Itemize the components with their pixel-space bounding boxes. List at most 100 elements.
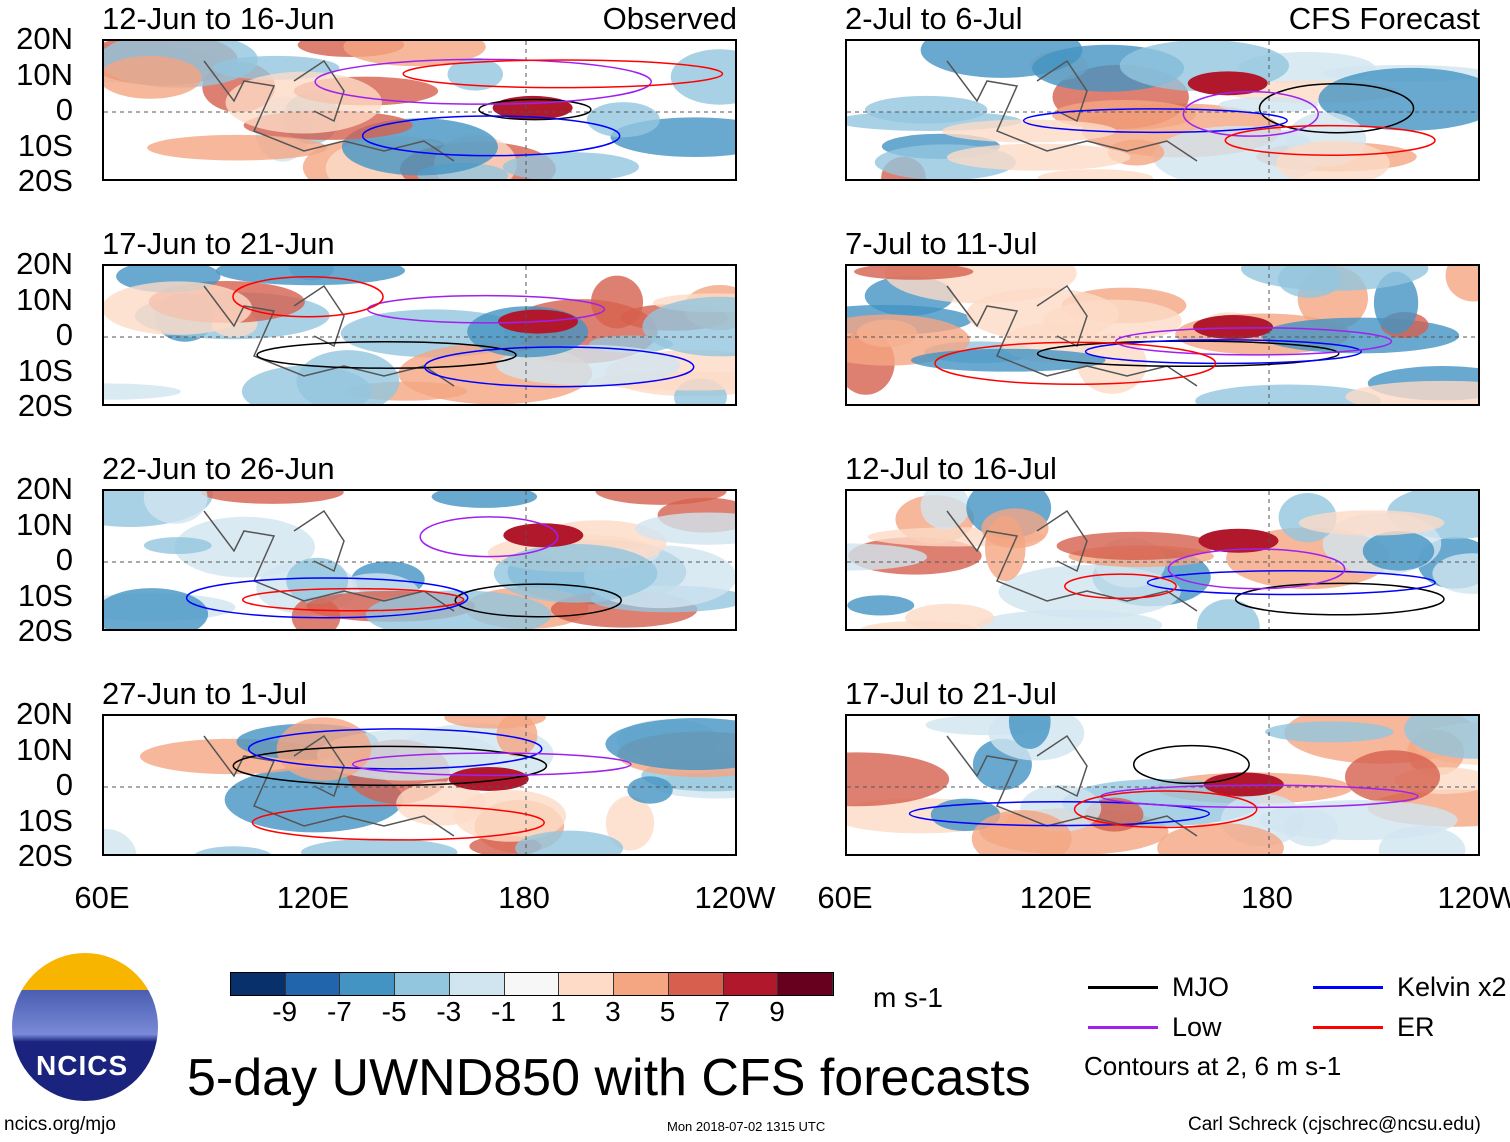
latitude-label: 10S [17, 127, 73, 163]
panel-title: 27-Jun to 1-Jul [102, 676, 308, 711]
anomaly-shading [971, 810, 1072, 854]
map-panel [845, 714, 1480, 856]
legend-line [1088, 1026, 1158, 1029]
colorbar-swatch [668, 973, 724, 995]
anomaly-shading [104, 55, 202, 99]
contour-er [1073, 790, 1258, 829]
anomaly-shading [1265, 721, 1394, 743]
coastline [946, 509, 1198, 612]
anomaly-shading [1197, 599, 1260, 629]
colorbar-tick-label: 1 [550, 996, 566, 1027]
anomaly-shading [670, 49, 735, 105]
footer-author: Carl Schreck (cjschrec@ncsu.edu) [1188, 1114, 1481, 1135]
anomaly-shading [1056, 531, 1216, 560]
anomaly-shading [143, 491, 208, 524]
panel-title: 2-Jul to 6-Jul [845, 1, 1023, 36]
anomaly-shading [503, 523, 584, 548]
anomaly-shading [365, 590, 552, 629]
anomaly-shading [627, 776, 673, 804]
footer-timestamp: Mon 2018-07-02 1315 UTC [667, 1119, 826, 1134]
anomaly-shading [1362, 531, 1435, 571]
contour-er [934, 341, 1217, 386]
coastline [203, 59, 455, 162]
legend-line [1313, 1026, 1383, 1029]
anomaly-shading [104, 281, 253, 335]
legend-label: Low [1172, 1012, 1222, 1042]
contour-kelvin [247, 728, 543, 770]
anomaly-shading [946, 143, 1131, 171]
contour-mjo [256, 341, 517, 369]
contour-er [241, 587, 465, 612]
anomaly-shading [104, 829, 137, 854]
latitude-label: 0 [55, 92, 73, 127]
anomaly-shading [586, 102, 660, 138]
latitude-label: 10S [17, 577, 73, 613]
panel-title: 17-Jul to 21-Jul [845, 676, 1057, 711]
colorbar-units: m s-1 [873, 982, 943, 1013]
latitude-label: 0 [55, 542, 73, 577]
anomaly-shading [143, 537, 212, 554]
contour-kelvin [1022, 108, 1288, 134]
legend-label: Kelvin x2 [1397, 972, 1507, 1002]
colorbar-swatch [395, 973, 450, 995]
contour-low [314, 58, 652, 105]
panel-title: 7-Jul to 11-Jul [845, 226, 1038, 261]
colorbar-swatch [231, 973, 286, 995]
contour-mjo [232, 745, 548, 787]
anomaly-shading [493, 544, 658, 603]
latitude-label: 20S [17, 838, 73, 873]
anomaly-shading [1203, 772, 1284, 797]
latitude-label: 10N [16, 731, 73, 767]
colorbar-swatch [614, 973, 669, 995]
colorbar-swatch [504, 973, 560, 995]
anomaly-shading [1345, 380, 1478, 404]
anomaly-shading [854, 266, 974, 280]
latitude-label: 20S [17, 613, 73, 648]
latitude-label: 0 [55, 317, 73, 352]
colorbar-tick-label: 9 [769, 996, 785, 1027]
anomaly-shading [1198, 528, 1279, 553]
map-panel [102, 264, 737, 406]
anomaly-shading [605, 795, 655, 851]
contour-mjo [478, 98, 592, 121]
map-panel [845, 264, 1480, 406]
map-panel [845, 489, 1480, 631]
anomaly-shading [1318, 67, 1478, 131]
anomaly-shading [1344, 750, 1441, 804]
anomaly-shading [1298, 510, 1445, 536]
latitude-label: 20N [16, 471, 73, 506]
legend-note: Contours at 2, 6 m s-1 [1084, 1051, 1342, 1081]
coastline [946, 734, 1198, 837]
contour-er [402, 59, 724, 89]
latitude-label: 10N [16, 506, 73, 542]
latitude-label: 0 [55, 767, 73, 802]
latitude-label: 20N [16, 696, 73, 731]
contour-er [251, 804, 545, 841]
latitude-label: 10S [17, 352, 73, 388]
colorbar-tick-label: 5 [659, 996, 676, 1027]
longitude-label: 120E [1019, 880, 1093, 915]
contour-mjo [1132, 744, 1250, 785]
anomaly-shading [920, 41, 1083, 78]
panel-source-label: Observed [602, 1, 737, 36]
anomaly-shading [605, 717, 735, 771]
anomaly-shading [496, 716, 538, 757]
contour-low [419, 516, 559, 558]
latitude-label: 20S [17, 388, 73, 423]
anomaly-shading [276, 717, 372, 781]
anomaly-shading [635, 512, 735, 545]
contour-kelvin [185, 577, 469, 619]
logo-text: NCICS [36, 1050, 129, 1081]
anomaly-shading [225, 71, 382, 134]
map-panel [845, 39, 1480, 181]
anomaly-shading [1195, 384, 1382, 404]
anomaly-shading [447, 57, 503, 91]
contour-mjo [1234, 582, 1445, 616]
contour-mjo [1258, 83, 1415, 134]
contour-low [1182, 90, 1319, 137]
colorbar [230, 972, 834, 996]
colorbar-tick-label: 3 [605, 996, 621, 1027]
colorbar-swatch [340, 973, 396, 995]
map-panel [102, 39, 737, 181]
